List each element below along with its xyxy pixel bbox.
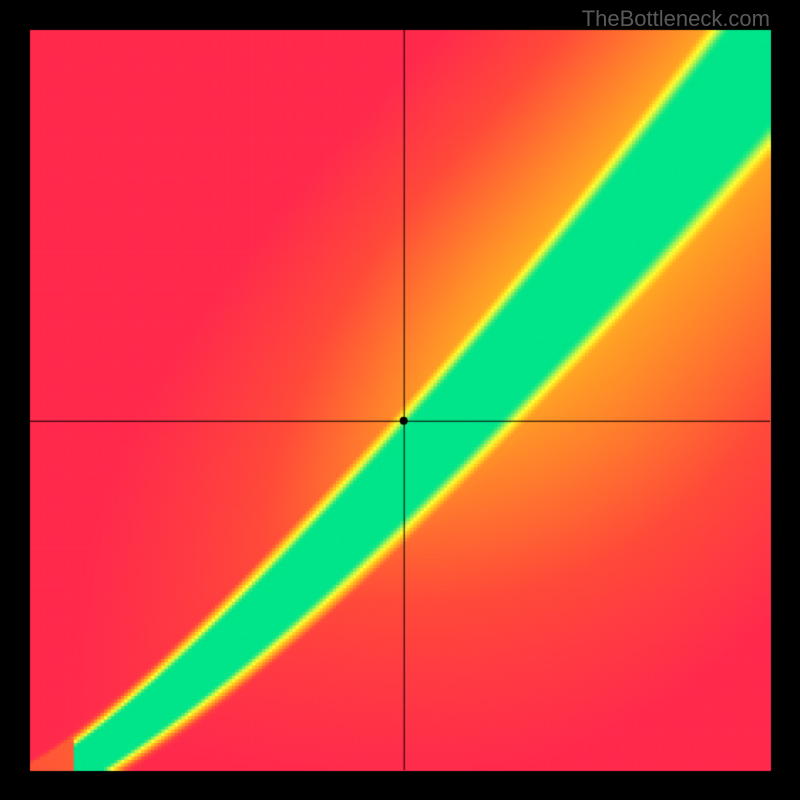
watermark-text: TheBottleneck.com: [582, 6, 770, 32]
bottleneck-heatmap: [0, 0, 800, 800]
